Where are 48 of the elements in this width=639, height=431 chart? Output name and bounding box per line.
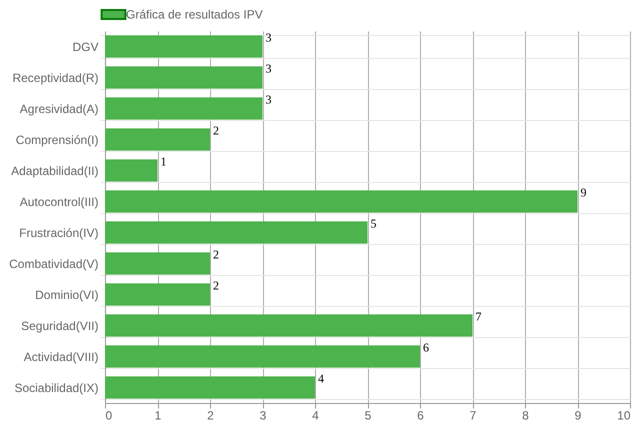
bar (105, 190, 578, 213)
bar (105, 35, 262, 58)
x-tick-label: 5 (364, 408, 372, 422)
bar (105, 221, 368, 244)
x-tick-label: 6 (417, 408, 424, 422)
bar (105, 283, 210, 306)
data-label: 6 (423, 340, 429, 354)
y-tick-label: Seguridad(VII) (21, 319, 98, 333)
data-label: 3 (266, 62, 272, 76)
legend-label: Gráfica de resultados IPV (126, 8, 263, 22)
data-label: 3 (266, 92, 272, 106)
x-tick-label: 3 (260, 408, 267, 422)
y-tick-label: Agresividad(A) (20, 102, 98, 116)
data-label: 1 (160, 154, 166, 168)
data-label: 4 (318, 372, 324, 386)
data-label: 2 (213, 248, 219, 262)
data-label: 9 (580, 186, 586, 200)
bar (105, 252, 210, 275)
y-tick-label: Adaptabilidad(II) (11, 164, 98, 178)
y-tick-label: Receptividad(R) (12, 71, 98, 85)
y-tick-label: Frustración(IV) (19, 226, 98, 240)
bar (105, 97, 262, 120)
x-tick-label: 7 (470, 408, 477, 422)
x-tick-label: 8 (522, 408, 530, 422)
bar (105, 128, 210, 151)
y-tick-label: Autocontrol(III) (20, 195, 98, 209)
data-label: 7 (476, 310, 482, 324)
x-tick-label: 10 (617, 408, 631, 422)
y-tick-label: Comprensión(I) (16, 133, 98, 147)
data-label: 3 (266, 30, 272, 44)
y-tick-label: DGV (72, 40, 98, 54)
data-label: 2 (213, 278, 219, 292)
bar (105, 159, 158, 182)
data-label: 2 (213, 124, 219, 138)
x-tick-label: 9 (574, 408, 582, 422)
y-tick-label: Actividad(VIII) (24, 350, 98, 364)
y-tick-label: Combatividad(V) (9, 257, 98, 271)
x-tick-label: 1 (154, 408, 162, 422)
data-label: 5 (370, 216, 376, 230)
y-tick-label: Sociabilidad(IX) (14, 381, 98, 395)
bar (105, 345, 420, 368)
x-tick-label: 0 (106, 408, 112, 422)
x-tick-label: 2 (207, 408, 214, 422)
bar (105, 376, 315, 399)
y-tick-label: Dominio(VI) (35, 288, 98, 302)
x-tick-label: 4 (312, 408, 320, 422)
bar (105, 314, 472, 337)
bar (105, 66, 262, 89)
